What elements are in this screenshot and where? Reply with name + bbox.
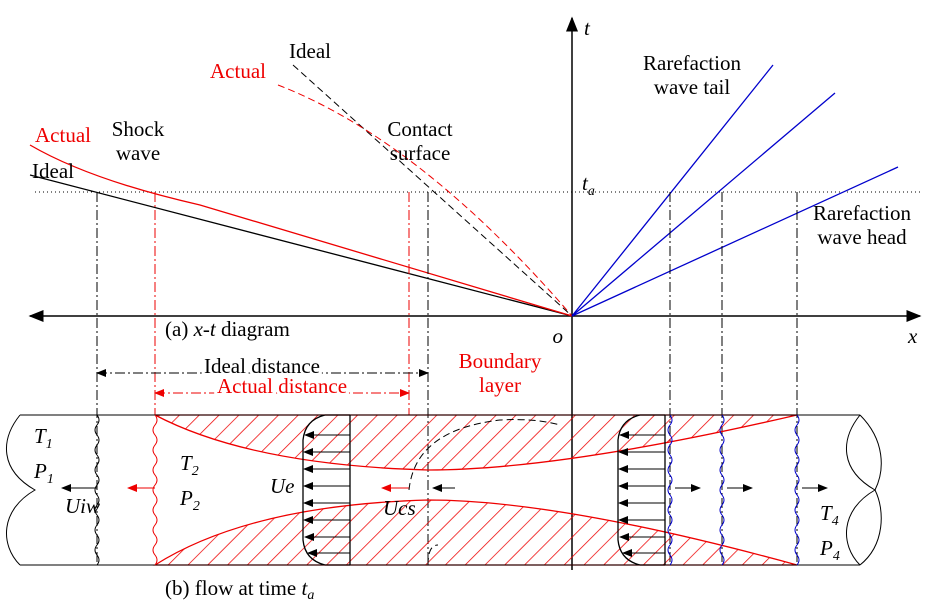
actual-distance-label: Actual distance — [217, 374, 347, 398]
label-text: Ucs — [383, 496, 416, 520]
label-text: Shock — [112, 117, 165, 141]
actual-label: Actual — [210, 59, 266, 83]
boundary-layer-top — [155, 415, 797, 470]
label-text: 2 — [192, 464, 199, 479]
label-text: layer — [479, 373, 521, 397]
label-text: Ue — [270, 474, 295, 498]
label-text: wave head — [817, 225, 907, 249]
tube — [6, 373, 881, 565]
shape: P1 — [33, 459, 54, 487]
shape: P2 — [179, 486, 200, 514]
shape: T2 — [180, 451, 199, 479]
label-text: P — [179, 486, 193, 510]
label-text: Rarefaction — [643, 51, 741, 75]
label-text: Rarefaction — [813, 201, 911, 225]
actual-label: Actual — [35, 123, 91, 147]
label-text: 4 — [832, 514, 839, 529]
label-text: Contact — [387, 117, 452, 141]
label-text: diagram — [216, 317, 290, 341]
caption-b: (b) flow at time ta — [165, 576, 314, 603]
label-text: a — [307, 588, 314, 603]
label-text: wave tail — [654, 75, 731, 99]
ideal-label: Ideal — [32, 159, 74, 183]
label-text: x-t — [193, 317, 217, 341]
label-text: P — [33, 459, 47, 483]
label-text: Boundary — [459, 349, 542, 373]
tube-end — [6, 415, 35, 565]
caption-a: (a) x-t diagram — [165, 317, 290, 341]
ideal-label: Ideal — [289, 39, 331, 63]
ta-label: ta — [582, 171, 595, 199]
label-text: 1 — [47, 472, 54, 487]
label-text: 4 — [833, 549, 840, 564]
label-text: (b) flow at time — [165, 576, 301, 600]
x-axis-label: x — [907, 324, 918, 348]
ideal-shock — [30, 175, 572, 316]
label-text: 2 — [193, 499, 200, 514]
actual-shock-front — [153, 415, 157, 565]
rarefaction-ray — [572, 93, 835, 316]
tube-end — [846, 415, 881, 565]
label-text: Uiw — [65, 494, 100, 518]
label-text: P — [819, 536, 833, 560]
xt-diagram — [30, 18, 920, 570]
label-text: 1 — [46, 437, 53, 452]
origin-label: o — [553, 324, 564, 348]
label-text: (a) — [165, 317, 194, 341]
shape: T1 — [34, 424, 53, 452]
label-text: surface — [390, 141, 451, 165]
ideal-contact — [293, 65, 572, 316]
shape: P4 — [819, 536, 840, 564]
shape: T4 — [820, 501, 839, 529]
ta-sub: a — [588, 184, 595, 199]
boundary-layer-bottom — [155, 500, 797, 565]
t-axis-label: t — [584, 16, 591, 40]
label-text: wave — [116, 141, 160, 165]
rarefaction-ray — [572, 65, 773, 316]
diagram: t ta o x Ideal Actual Actual Ideal Shock… — [0, 0, 928, 603]
